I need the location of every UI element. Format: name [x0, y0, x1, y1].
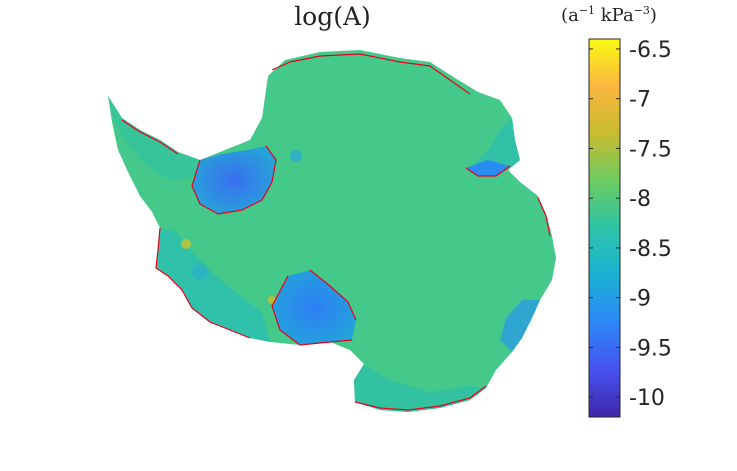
colorbar-tick-label: -8.5 — [629, 237, 672, 262]
colorbar-tick-label: -6.5 — [629, 38, 672, 63]
colorbar-tick-label: -7.5 — [629, 137, 672, 162]
amery-ice-shelf — [466, 160, 510, 176]
colorbar-tick-label: -9.5 — [629, 336, 672, 361]
weddell-ice-shelf — [192, 146, 276, 214]
colorbar-tick-label: -7 — [629, 88, 651, 113]
map-title: log(A) — [294, 2, 371, 31]
colorbar-ticks: -6.5 -7 -7.5 -8 -8.5 -9 -9.5 -10 — [589, 38, 672, 411]
colorbar-tick-label: -8 — [629, 187, 651, 212]
grounding-line — [121, 53, 551, 411]
colorbar-tick-label: -10 — [629, 386, 665, 411]
colorbar-units-label: (a−1 kPa−3) — [561, 4, 657, 26]
colorbar-tick-label: -9 — [629, 287, 651, 312]
antarctica-continent — [108, 50, 556, 412]
colorbar: -6.5 -7 -7.5 -8 -8.5 -9 -9.5 -10 — [588, 38, 672, 418]
ice-sheet — [108, 50, 556, 412]
colorbar-gradient — [588, 38, 621, 418]
ross-ice-shelf — [272, 270, 356, 345]
